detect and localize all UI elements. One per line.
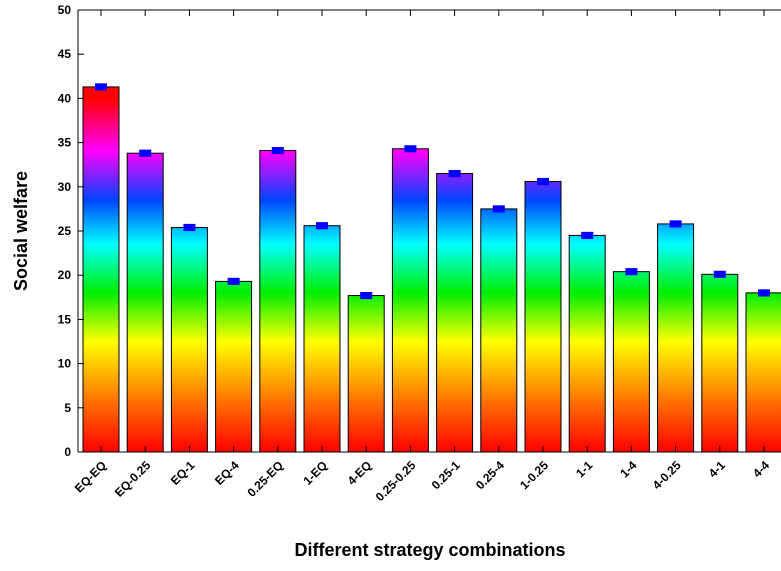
bars-layer bbox=[82, 83, 781, 453]
error-bar-0.25-1 bbox=[448, 169, 461, 178]
bar-4-4 bbox=[745, 292, 781, 453]
bar-0.25-4 bbox=[480, 208, 518, 453]
x-tick-label: 4-EQ bbox=[345, 458, 375, 488]
bar-EQ-4 bbox=[215, 280, 253, 453]
x-tick-label: EQ-EQ bbox=[72, 458, 109, 495]
y-tick-label: 10 bbox=[58, 357, 72, 371]
bar-0.25-1 bbox=[436, 173, 474, 453]
y-tick-label: 15 bbox=[58, 312, 72, 326]
x-tick-label: EQ-4 bbox=[212, 458, 242, 488]
y-tick-label: 25 bbox=[58, 224, 72, 238]
error-bar-1-EQ bbox=[316, 222, 328, 230]
error-bar-EQ-0.25 bbox=[139, 149, 152, 157]
x-tick-label: EQ-0.25 bbox=[112, 458, 154, 500]
y-tick-label: 5 bbox=[64, 401, 71, 415]
x-tick-label: 4-0.25 bbox=[650, 458, 684, 492]
x-tick-label: 0.25-EQ bbox=[244, 458, 286, 500]
x-tick-label: 4-4 bbox=[750, 458, 772, 480]
bar-1-EQ bbox=[303, 225, 341, 453]
error-bar-0.25-0.25 bbox=[404, 145, 417, 153]
bar-1-1 bbox=[568, 234, 606, 453]
error-bar-4-1 bbox=[713, 270, 726, 278]
x-tick-label: EQ-1 bbox=[168, 458, 198, 488]
y-tick-label: 30 bbox=[58, 180, 72, 194]
x-axis-title: Different strategy combinations bbox=[294, 540, 565, 560]
y-tick-label: 0 bbox=[64, 445, 71, 459]
y-tick-label: 20 bbox=[58, 268, 72, 282]
error-bar-EQ-4 bbox=[227, 277, 240, 285]
y-tick-label: 50 bbox=[58, 3, 72, 17]
bar-0.25-0.25 bbox=[391, 148, 429, 453]
error-bar-1-0.25 bbox=[537, 177, 549, 186]
error-bar-4-0.25 bbox=[669, 220, 682, 228]
error-bar-1-1 bbox=[581, 231, 594, 239]
x-tick-label: 0.25-0.25 bbox=[373, 458, 419, 504]
error-bar-1-4 bbox=[625, 268, 638, 276]
bar-EQ-0.25 bbox=[126, 152, 164, 453]
y-tick-label: 35 bbox=[58, 136, 72, 150]
error-bar-0.25-4 bbox=[492, 205, 505, 213]
bar-1-0.25 bbox=[524, 180, 562, 453]
bar-4-1 bbox=[701, 273, 739, 453]
bar-EQ-EQ bbox=[82, 86, 120, 453]
bar-0.25-EQ bbox=[259, 150, 297, 453]
error-bar-4-EQ bbox=[360, 291, 373, 300]
error-bar-4-4 bbox=[758, 289, 770, 297]
bar-EQ-1 bbox=[170, 226, 208, 453]
y-tick-label: 40 bbox=[58, 91, 72, 105]
bar-1-4 bbox=[612, 271, 650, 453]
x-tick-label: 4-1 bbox=[706, 458, 728, 480]
bar-4-EQ bbox=[347, 295, 385, 453]
axes-layer bbox=[77, 9, 781, 453]
x-tick-label: 1-1 bbox=[573, 458, 595, 480]
error-bar-0.25-EQ bbox=[271, 146, 284, 155]
x-tick-label: 1-EQ bbox=[300, 458, 330, 488]
y-axis-title: Social welfare bbox=[11, 171, 31, 291]
y-tick-label: 45 bbox=[58, 47, 72, 61]
x-tick-label: 1-4 bbox=[617, 458, 639, 480]
x-tick-label: 1-0.25 bbox=[517, 458, 551, 492]
bar-4-0.25 bbox=[657, 223, 695, 453]
x-tick-label: 0.25-4 bbox=[473, 458, 507, 492]
error-bar-EQ-1 bbox=[183, 223, 196, 232]
error-bar-EQ-EQ bbox=[95, 83, 107, 91]
x-tick-label: 0.25-1 bbox=[429, 458, 463, 492]
